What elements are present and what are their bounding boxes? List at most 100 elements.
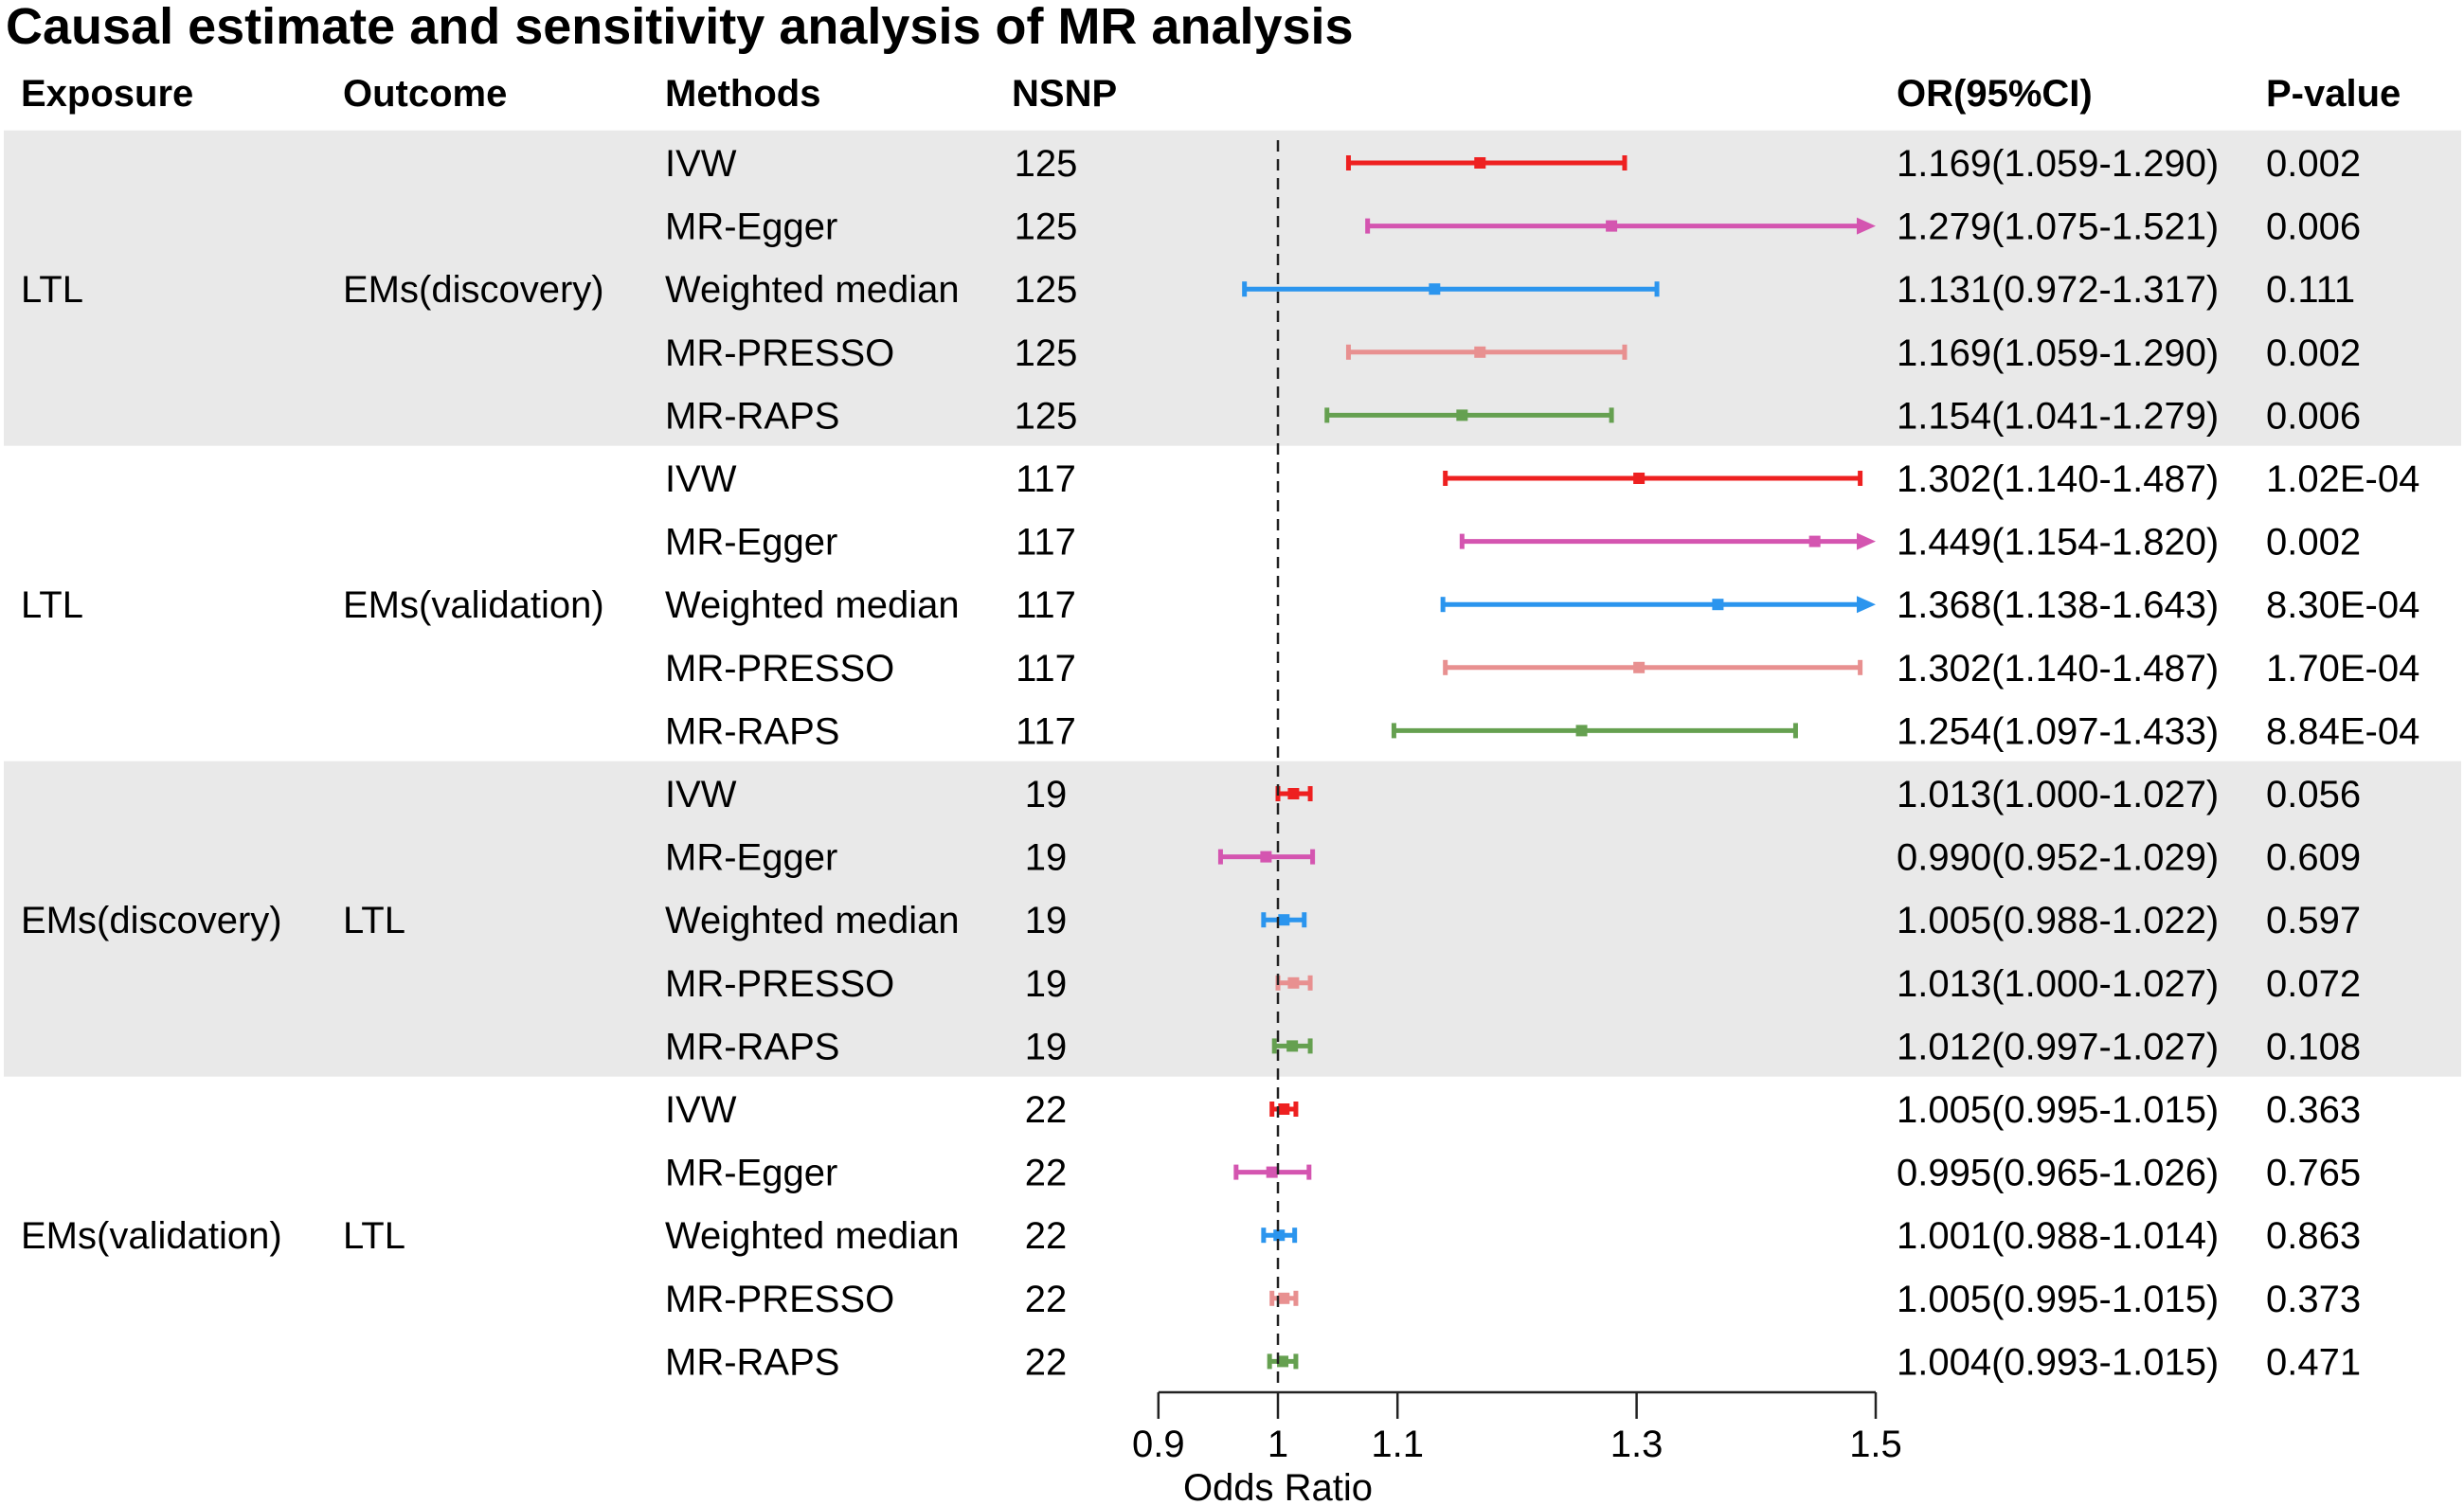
header-methods: Methods bbox=[665, 73, 820, 115]
row-p-value: 0.373 bbox=[2266, 1279, 2361, 1320]
group-exposure: EMs(validation) bbox=[21, 1215, 282, 1257]
group-band bbox=[4, 130, 2461, 446]
group-exposure: LTL bbox=[21, 269, 83, 311]
row-p-value: 0.002 bbox=[2266, 522, 2361, 564]
row-nsnp: 22 bbox=[1025, 1089, 1068, 1131]
row-p-value: 0.072 bbox=[2266, 963, 2361, 1005]
x-tick-label: 0.9 bbox=[1132, 1424, 1185, 1465]
header-outcome: Outcome bbox=[343, 73, 507, 115]
or-point bbox=[1474, 157, 1486, 169]
row-p-value: 1.02E-04 bbox=[2266, 458, 2419, 500]
row-nsnp: 22 bbox=[1025, 1341, 1068, 1383]
header-exposure: Exposure bbox=[21, 73, 193, 115]
row-nsnp: 117 bbox=[1016, 584, 1076, 626]
or-point bbox=[1575, 725, 1588, 737]
row-or-ci: 1.004(0.993-1.015) bbox=[1897, 1341, 2219, 1383]
x-tick-label: 1.3 bbox=[1610, 1424, 1664, 1465]
row-or-ci: 1.449(1.154-1.820) bbox=[1897, 522, 2219, 564]
group-outcome: EMs(validation) bbox=[343, 584, 604, 626]
row-or-ci: 1.169(1.059-1.290) bbox=[1897, 143, 2219, 185]
row-method: MR-PRESSO bbox=[665, 963, 894, 1005]
row-method: IVW bbox=[665, 458, 737, 500]
row-nsnp: 125 bbox=[1015, 269, 1078, 311]
row-method: IVW bbox=[665, 774, 737, 815]
row-or-ci: 1.302(1.140-1.487) bbox=[1897, 458, 2219, 500]
or-point bbox=[1633, 473, 1646, 484]
row-p-value: 0.363 bbox=[2266, 1089, 2361, 1131]
or-point bbox=[1808, 535, 1821, 547]
row-p-value: 8.84E-04 bbox=[2266, 710, 2419, 752]
row-nsnp: 22 bbox=[1025, 1279, 1068, 1320]
row-method: MR-Egger bbox=[665, 206, 837, 248]
row-or-ci: 1.279(1.075-1.521) bbox=[1897, 206, 2219, 248]
row-method: MR-Egger bbox=[665, 837, 837, 879]
row-nsnp: 125 bbox=[1015, 332, 1078, 374]
row-p-value: 0.765 bbox=[2266, 1153, 2361, 1194]
or-point bbox=[1278, 1103, 1290, 1115]
row-nsnp: 117 bbox=[1016, 710, 1076, 752]
or-point bbox=[1287, 788, 1300, 799]
group-outcome: LTL bbox=[343, 900, 405, 941]
row-p-value: 0.863 bbox=[2266, 1215, 2361, 1257]
row-nsnp: 19 bbox=[1025, 900, 1068, 941]
row-or-ci: 1.169(1.059-1.290) bbox=[1897, 332, 2219, 374]
row-or-ci: 1.368(1.138-1.643) bbox=[1897, 584, 2219, 626]
row-method: MR-Egger bbox=[665, 522, 837, 564]
or-point bbox=[1633, 661, 1646, 673]
row-method: MR-RAPS bbox=[665, 1026, 839, 1067]
row-method: MR-RAPS bbox=[665, 710, 839, 752]
group-exposure: EMs(discovery) bbox=[21, 900, 282, 941]
row-nsnp: 22 bbox=[1025, 1215, 1068, 1257]
row-or-ci: 1.013(1.000-1.027) bbox=[1897, 963, 2219, 1005]
header-or-ci: OR(95%CI) bbox=[1897, 73, 2093, 115]
x-axis-label: Odds Ratio bbox=[1183, 1467, 1373, 1505]
row-p-value: 0.056 bbox=[2266, 774, 2361, 815]
row-nsnp: 125 bbox=[1015, 395, 1078, 437]
row-method: MR-Egger bbox=[665, 1153, 837, 1194]
row-nsnp: 125 bbox=[1015, 206, 1078, 248]
group-outcome: LTL bbox=[343, 1215, 405, 1257]
row-or-ci: 1.254(1.097-1.433) bbox=[1897, 710, 2219, 752]
row-method: Weighted median bbox=[665, 900, 960, 941]
row-nsnp: 19 bbox=[1025, 837, 1068, 879]
row-or-ci: 1.154(1.041-1.279) bbox=[1897, 395, 2219, 437]
group-exposure: LTL bbox=[21, 584, 83, 626]
chart-title: Causal estimate and sensitivity analysis… bbox=[6, 0, 1354, 55]
ci-arrow-high bbox=[1857, 217, 1876, 235]
row-method: Weighted median bbox=[665, 1215, 960, 1257]
row-method: MR-PRESSO bbox=[665, 332, 894, 374]
row-or-ci: 1.001(0.988-1.014) bbox=[1897, 1215, 2219, 1257]
ci-arrow-high bbox=[1857, 596, 1876, 614]
row-p-value: 0.006 bbox=[2266, 395, 2361, 437]
row-or-ci: 0.995(0.965-1.026) bbox=[1897, 1153, 2219, 1194]
row-or-ci: 1.005(0.988-1.022) bbox=[1897, 900, 2219, 941]
row-method: Weighted median bbox=[665, 269, 960, 311]
row-nsnp: 117 bbox=[1016, 458, 1076, 500]
row-p-value: 1.70E-04 bbox=[2266, 648, 2419, 690]
row-p-value: 0.471 bbox=[2266, 1341, 2361, 1383]
or-point bbox=[1429, 283, 1441, 296]
row-nsnp: 117 bbox=[1016, 648, 1076, 690]
row-nsnp: 117 bbox=[1016, 522, 1076, 564]
header-p-value: P-value bbox=[2266, 73, 2401, 115]
x-tick-label: 1 bbox=[1268, 1424, 1288, 1465]
row-method: MR-PRESSO bbox=[665, 1279, 894, 1320]
row-method: IVW bbox=[665, 143, 737, 185]
row-method: Weighted median bbox=[665, 584, 960, 626]
or-point bbox=[1260, 851, 1272, 863]
row-or-ci: 1.005(0.995-1.015) bbox=[1897, 1089, 2219, 1131]
x-tick-label: 1.1 bbox=[1371, 1424, 1424, 1465]
or-point bbox=[1278, 914, 1290, 926]
row-p-value: 0.002 bbox=[2266, 332, 2361, 374]
row-method: MR-RAPS bbox=[665, 395, 839, 437]
row-nsnp: 22 bbox=[1025, 1153, 1068, 1194]
row-nsnp: 19 bbox=[1025, 1026, 1068, 1067]
row-or-ci: 1.012(0.997-1.027) bbox=[1897, 1026, 2219, 1067]
row-or-ci: 1.013(1.000-1.027) bbox=[1897, 774, 2219, 815]
row-p-value: 0.002 bbox=[2266, 143, 2361, 185]
x-tick-label: 1.5 bbox=[1849, 1424, 1902, 1465]
or-point bbox=[1266, 1166, 1278, 1178]
ci-arrow-high bbox=[1857, 532, 1876, 550]
